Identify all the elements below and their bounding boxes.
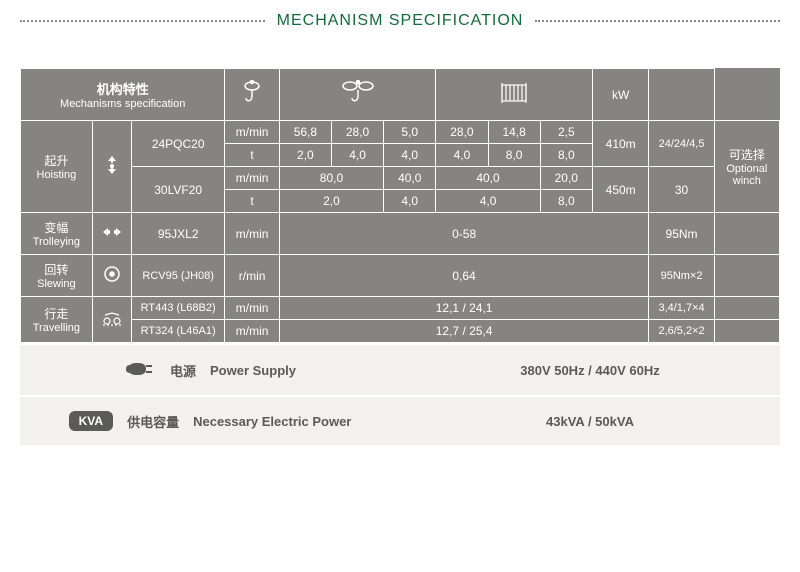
header-mech-cn: 机构特性: [27, 79, 218, 98]
h-r2-v5: 8,0: [540, 144, 592, 167]
travelling-en: Travelling: [27, 322, 86, 334]
power-en: Power Supply: [210, 363, 296, 378]
hoisting-cn: 起升: [27, 152, 86, 169]
hoist-model2: 30LVF20: [131, 167, 225, 213]
power-row: 电源 Power Supply 380V 50Hz / 440V 60Hz: [20, 343, 780, 395]
dotted-line-left: [20, 20, 265, 22]
h-r3-v2: 40,0: [436, 167, 540, 190]
kva-badge: KVA: [69, 411, 113, 431]
slewing-val: 0,64: [279, 255, 649, 297]
dotted-line-right: [535, 20, 780, 22]
trav-model1: RT443 (L68B2): [131, 297, 225, 320]
kva-row: KVA 供电容量 Necessary Electric Power 43kVA …: [20, 395, 780, 445]
kva-en: Necessary Electric Power: [193, 414, 351, 429]
h-r4-v1: 4,0: [384, 190, 436, 213]
trav-val2: 12,7 / 25,4: [279, 320, 649, 343]
h-r1-v5: 2,5: [540, 121, 592, 144]
h-r1-v1: 28,0: [331, 121, 383, 144]
h-r4-unit: t: [225, 190, 279, 213]
hook-double-icon: [279, 69, 436, 121]
trav-nm1: 3,4/1,7×4: [649, 297, 714, 320]
h-r1-v2: 5,0: [384, 121, 436, 144]
trolleying-model: 95JXL2: [131, 213, 225, 255]
h-r1-v3: 28,0: [436, 121, 488, 144]
plug-icon: [124, 359, 156, 381]
h-r3-v1: 40,0: [384, 167, 436, 190]
trav-unit1: m/min: [225, 297, 279, 320]
h-r1-v0: 56,8: [279, 121, 331, 144]
trav-unit2: m/min: [225, 320, 279, 343]
h-r3-v3: 20,0: [540, 167, 592, 190]
spec-table: 机构特性 Mechanisms specification kW 起升 Hois…: [20, 68, 780, 343]
header-mech-en: Mechanisms specification: [27, 98, 218, 110]
hook-single-icon: [225, 69, 279, 121]
hoist-model1: 24PQC20: [131, 121, 225, 167]
h-r4-v2: 4,0: [436, 190, 540, 213]
trolleying-unit: m/min: [225, 213, 279, 255]
slewing-nm: 95Nm×2: [649, 255, 714, 297]
trolleying-cn: 变幅: [27, 219, 86, 236]
opt-cn: 可选择: [721, 146, 773, 163]
opt-en1: Optional: [721, 163, 773, 175]
h-r1-c8: 24/24/4,5: [649, 121, 714, 167]
trav-nm2: 2,6/5,2×2: [649, 320, 714, 343]
power-val: 380V 50Hz / 440V 60Hz: [400, 345, 780, 395]
h-r4-v3: 8,0: [540, 190, 592, 213]
h-r2-v4: 8,0: [488, 144, 540, 167]
slewing-icon: [92, 255, 131, 297]
header-kw: kW: [592, 69, 649, 121]
h-r2-unit: t: [225, 144, 279, 167]
h-r3-c8: 30: [649, 167, 714, 213]
trolleying-nm: 95Nm: [649, 213, 714, 255]
trav-empty2: [714, 320, 779, 343]
trolleying-empty: [714, 213, 779, 255]
h-r1-v4: 14,8: [488, 121, 540, 144]
travelling-cn: 行走: [27, 305, 86, 322]
h-r2-v0: 2,0: [279, 144, 331, 167]
title-row: MECHANISM SPECIFICATION: [0, 0, 800, 38]
trav-empty1: [714, 297, 779, 320]
trav-val1: 12,1 / 24,1: [279, 297, 649, 320]
slewing-unit: r/min: [225, 255, 279, 297]
h-r2-v2: 4,0: [384, 144, 436, 167]
power-cn: 电源: [170, 361, 196, 380]
h-r3-unit: m/min: [225, 167, 279, 190]
slewing-en: Slewing: [27, 278, 86, 290]
slewing-empty: [714, 255, 779, 297]
h-r1-c7: 410m: [592, 121, 649, 167]
travelling-icon: [92, 297, 131, 343]
kva-cn: 供电容量: [127, 412, 179, 431]
opt-en2: winch: [721, 175, 773, 187]
h-r4-v0: 2,0: [279, 190, 383, 213]
drum-icon: [436, 69, 593, 121]
kva-val: 43kVA / 50kVA: [400, 397, 780, 445]
trolleying-val: 0-58: [279, 213, 649, 255]
h-r2-v3: 4,0: [436, 144, 488, 167]
h-r3-c7: 450m: [592, 167, 649, 213]
h-r3-v0: 80,0: [279, 167, 383, 190]
slewing-cn: 回转: [27, 261, 86, 278]
hoisting-icon: [92, 121, 131, 213]
hoisting-en: Hoisting: [27, 169, 86, 181]
h-r1-unit: m/min: [225, 121, 279, 144]
trolleying-icon: [92, 213, 131, 255]
trolleying-en: Trolleying: [27, 236, 86, 248]
slewing-model: RCV95 (JH08): [131, 255, 225, 297]
trav-model2: RT324 (L46A1): [131, 320, 225, 343]
section-title: MECHANISM SPECIFICATION: [265, 12, 536, 30]
h-r2-v1: 4,0: [331, 144, 383, 167]
header-empty: [649, 69, 714, 121]
